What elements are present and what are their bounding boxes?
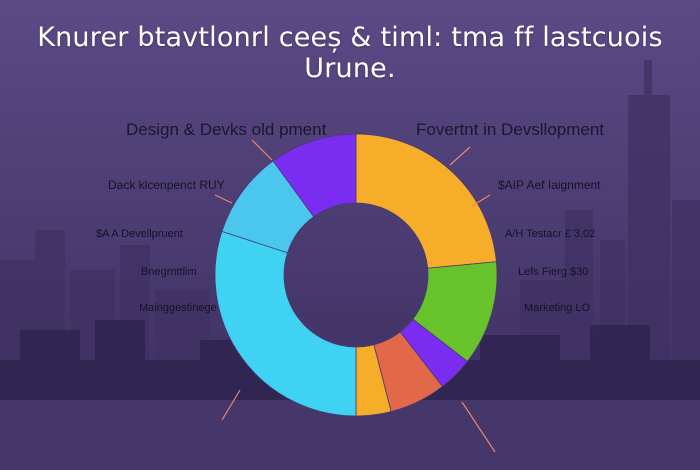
donut-slice-1 [355, 133, 497, 269]
right-label-2: A/H Testacr £ 3.02 [505, 228, 596, 240]
left-label-2: $A A Devellpruent [96, 228, 183, 240]
donut-slice-8 [272, 133, 357, 218]
leader-line-right-1 [471, 194, 491, 207]
leader-line-left-1 [214, 194, 233, 204]
left-header-label: Design & Devks old pment [126, 120, 327, 139]
donut-slice-6 [214, 230, 357, 417]
chart-title: Knurer btavtlonrl ceeș & timl: tma ff la… [37, 22, 663, 84]
right-label-4: Marketing LO [524, 302, 591, 314]
left-label-1: Dack klcenpenct RUY [108, 178, 225, 192]
leader-line-right-header [449, 146, 471, 166]
leader-line-left-header [251, 139, 273, 161]
leader-line-bottom-1 [221, 389, 241, 421]
right-label-1: $AIP Aef Iaignment [498, 178, 601, 192]
right-header-label: Fovertnt in Devsllopment [416, 120, 605, 139]
left-label-3: Bnegrnttlim [141, 266, 197, 278]
left-label-4: Mainggestinege [139, 302, 217, 314]
leader-line-bottom-2 [461, 401, 496, 453]
right-label-3: Lefs Fierg $30 [518, 266, 589, 278]
